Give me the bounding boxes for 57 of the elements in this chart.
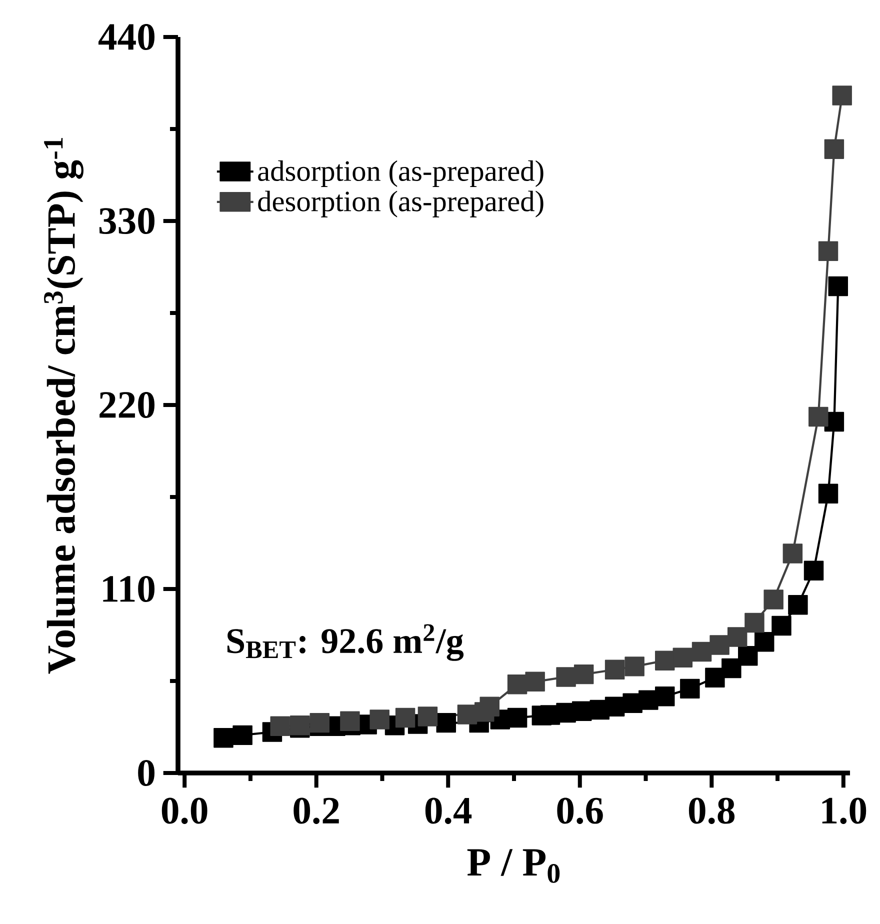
y-tick-label: 220 <box>100 392 154 418</box>
legend-label: adsorption (as-prepared) <box>258 160 544 187</box>
point <box>604 696 625 716</box>
point <box>572 701 592 721</box>
point <box>395 708 416 728</box>
point <box>655 686 675 706</box>
point <box>818 484 838 504</box>
point <box>692 642 712 662</box>
point <box>744 612 764 633</box>
point <box>214 728 234 748</box>
point <box>436 712 456 733</box>
x-tick-label: 1.0 <box>822 798 866 824</box>
x-tick-label: 0.6 <box>557 798 603 824</box>
x-tick-label: 0.0 <box>162 798 208 824</box>
x-tick-label: 0.2 <box>294 798 339 824</box>
point <box>525 672 545 692</box>
point <box>672 648 693 668</box>
point <box>764 590 784 610</box>
legend-label: desorption (as-prepared) <box>258 190 544 218</box>
y-tick-label: 0 <box>138 760 154 786</box>
x-tick-label: 0.8 <box>688 798 735 824</box>
point <box>782 544 803 564</box>
point <box>340 711 360 732</box>
point <box>418 706 438 726</box>
point <box>624 656 644 676</box>
y-axis-title: Volume adsorbed/ cm$^{3}$(STP) g$^{-1}$ <box>44 138 84 674</box>
point <box>818 241 838 261</box>
point <box>705 668 725 688</box>
point <box>232 725 252 746</box>
point <box>604 660 625 680</box>
point <box>722 658 742 678</box>
y-tick-label: 330 <box>99 208 154 234</box>
y-tick-label: 440 <box>98 24 154 50</box>
y-tick-label: 110 <box>103 576 154 602</box>
point <box>370 710 390 730</box>
point <box>310 712 330 733</box>
point <box>808 406 828 427</box>
point <box>772 616 792 636</box>
annotation: S$_{BET}$: 92.6 m$^{2}$/g <box>227 624 464 661</box>
point <box>727 627 748 647</box>
point <box>828 276 848 296</box>
point <box>804 560 824 580</box>
point <box>574 664 594 684</box>
point <box>655 650 675 670</box>
point <box>270 716 290 736</box>
point <box>680 678 700 699</box>
x-axis-title: P / P$_{0}$ <box>467 849 560 883</box>
point <box>754 632 774 652</box>
point <box>710 635 730 655</box>
point <box>824 139 844 159</box>
x-tick-label: 0.4 <box>425 798 472 824</box>
point <box>738 646 758 666</box>
point <box>507 708 528 728</box>
point <box>832 86 852 106</box>
point <box>788 595 808 615</box>
point <box>480 696 500 716</box>
point <box>556 667 576 687</box>
